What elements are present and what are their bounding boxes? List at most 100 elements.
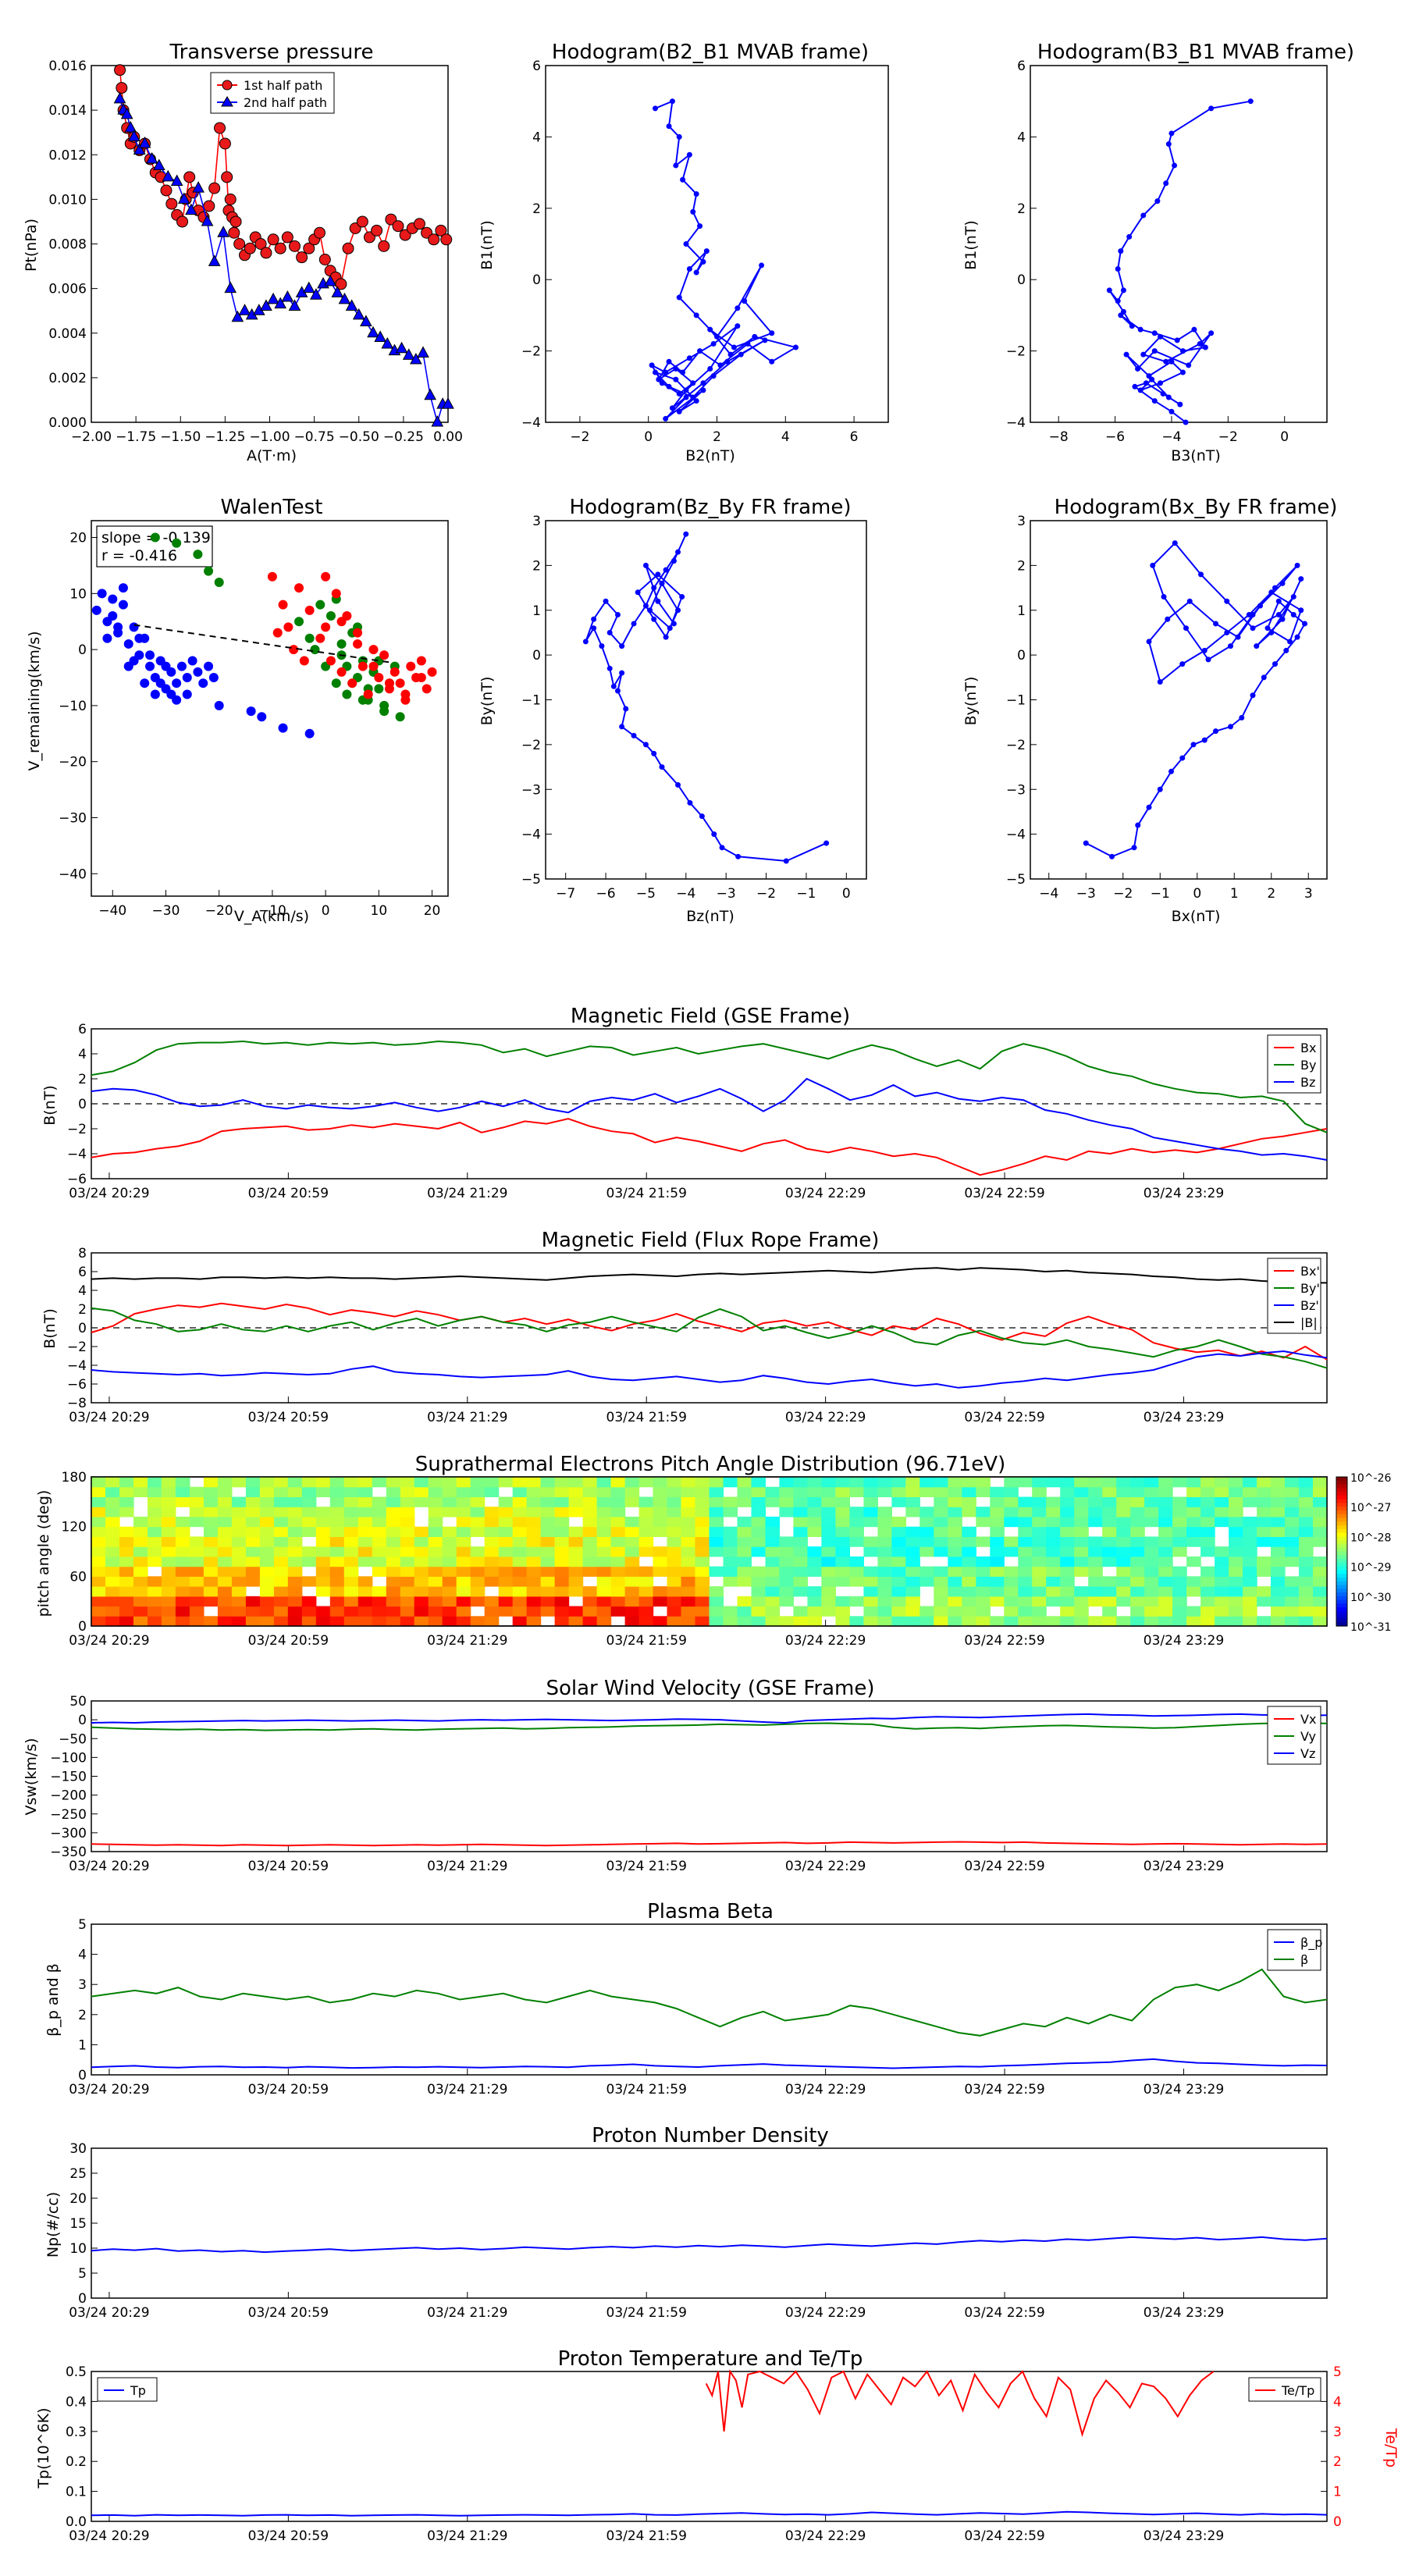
- pad-heatmap-cell: [863, 1507, 878, 1517]
- pad-heatmap-cell: [343, 1496, 359, 1507]
- pad-heatmap-cell: [1172, 1606, 1187, 1617]
- pad-heatmap-cell: [442, 1477, 457, 1488]
- pt-circle-marker: [203, 200, 215, 212]
- pad-heatmap-cell: [1257, 1556, 1272, 1567]
- pad-heatmap-cell: [624, 1576, 640, 1587]
- pad-heatmap-cell: [667, 1616, 682, 1627]
- pad-heatmap-cell: [301, 1576, 317, 1587]
- pad-heatmap-cell: [273, 1566, 289, 1577]
- tp-ytick-label: 5: [1333, 2364, 1342, 2380]
- tp-xtick-label: 03/24 21:59: [606, 2528, 687, 2544]
- pad-heatmap-cell: [554, 1477, 570, 1488]
- tp-xtick-label: 03/24 23:29: [1144, 2528, 1224, 2544]
- pad-heatmap-cell: [1102, 1516, 1117, 1528]
- pad-heatmap-cell: [624, 1616, 640, 1627]
- pad-heatmap-cell: [1257, 1616, 1272, 1627]
- pad-heatmap-cell: [765, 1496, 781, 1507]
- beta-ytick-label: 4: [78, 1948, 87, 1963]
- pad-heatmap-cell: [1130, 1507, 1145, 1517]
- pad-heatmap-cell: [1158, 1606, 1173, 1617]
- pad-heatmap-cell: [793, 1546, 808, 1557]
- pad-heatmap-cell: [638, 1616, 654, 1627]
- pad-colorbar-segment: [1336, 1622, 1347, 1627]
- pad-heatmap-cell: [695, 1586, 710, 1597]
- pad-heatmap-cell: [1215, 1596, 1229, 1607]
- h3-hodogram-point: [591, 616, 597, 622]
- pad-heatmap-cell: [667, 1566, 682, 1577]
- mf_gse-xtick-label: 03/24 22:59: [964, 1186, 1044, 1201]
- pad-heatmap-cell: [849, 1616, 864, 1627]
- pad-heatmap-cell: [990, 1516, 1005, 1528]
- h2-xlabel: B3(nT): [1171, 447, 1221, 464]
- np-ytick-label: 10: [69, 2241, 87, 2257]
- pad-heatmap-cell: [133, 1596, 148, 1607]
- pad-heatmap-cell: [695, 1596, 710, 1607]
- pad-heatmap-cell: [835, 1546, 850, 1557]
- pad-heatmap-cell: [976, 1566, 991, 1577]
- pad-heatmap-cell: [990, 1536, 1005, 1547]
- h4-hodogram-point: [1213, 621, 1218, 627]
- pad-heatmap-cell: [1257, 1486, 1272, 1497]
- pad-heatmap-cell: [343, 1526, 359, 1537]
- pad-heatmap-cell: [456, 1526, 471, 1537]
- pad-heatmap-cell: [962, 1526, 976, 1537]
- h1-hodogram-point: [676, 390, 682, 397]
- h3-hodogram-point: [591, 625, 597, 632]
- pad-heatmap-cell: [1060, 1616, 1075, 1627]
- pad-heatmap-cell: [372, 1526, 387, 1537]
- pad-colorbar-segment: [1336, 1480, 1347, 1485]
- pad-heatmap-cell: [1116, 1576, 1131, 1587]
- h4-plot-frame: [1030, 520, 1328, 880]
- vsw-ytick-label: −50: [59, 1731, 87, 1747]
- pad-heatmap-cell: [245, 1606, 261, 1617]
- pad-heatmap-cell: [470, 1576, 486, 1587]
- pad-heatmap-cell: [1158, 1496, 1173, 1507]
- pad-heatmap-cell: [231, 1496, 247, 1507]
- pad-heatmap-cell: [849, 1507, 864, 1517]
- pt-ytick-label: 0.008: [48, 237, 87, 253]
- pad-heatmap-cell: [1032, 1496, 1047, 1507]
- h2-hodogram-point: [1129, 323, 1135, 329]
- pad-heatmap-cell: [273, 1556, 289, 1567]
- pad-heatmap-cell: [259, 1606, 275, 1617]
- pad-heatmap-cell: [442, 1507, 457, 1517]
- h2-hodogram-point: [1143, 380, 1149, 386]
- h1-ytick-label: −2: [521, 344, 541, 360]
- pad-heatmap-cell: [133, 1606, 148, 1617]
- vsw-legend-label: Vx: [1300, 1712, 1316, 1727]
- pad-heatmap-cell: [863, 1606, 878, 1617]
- pad-heatmap-cell: [681, 1616, 696, 1627]
- pad-heatmap-cell: [807, 1526, 822, 1537]
- h1-hodogram-point: [738, 351, 744, 358]
- pad-heatmap-cell: [863, 1596, 878, 1607]
- pad-heatmap-cell: [990, 1616, 1005, 1627]
- walen-ytick-label: −40: [59, 866, 87, 882]
- pad-heatmap-cell: [1215, 1496, 1229, 1507]
- tp-title: Proton Temperature and Te/Tp: [558, 2347, 863, 2371]
- pad-heatmap-cell: [849, 1526, 864, 1537]
- pad-heatmap-cell: [357, 1586, 373, 1597]
- pad-heatmap-cell: [582, 1496, 598, 1507]
- h1-hodogram-point: [735, 323, 741, 329]
- pad-heatmap-cell: [217, 1546, 233, 1557]
- mf_fr-xtick-label: 03/24 21:59: [606, 1410, 687, 1425]
- pad-colorbar-segment: [1336, 1614, 1347, 1620]
- pad-heatmap-cell: [91, 1596, 106, 1607]
- pad-heatmap-cell: [1004, 1507, 1019, 1517]
- pad-heatmap-cell: [891, 1496, 906, 1507]
- pad-heatmap-cell: [596, 1526, 612, 1537]
- pad-heatmap-cell: [596, 1606, 612, 1617]
- pad-heatmap-cell: [681, 1477, 696, 1488]
- pad-heatmap-cell: [1102, 1606, 1117, 1617]
- pad-colorbar-label: 10^-30: [1350, 1592, 1391, 1604]
- pad-heatmap-cell: [737, 1606, 752, 1617]
- mf_fr-ytick-label: 0: [78, 1321, 87, 1336]
- pad-heatmap-cell: [948, 1566, 962, 1577]
- pad-heatmap-cell: [821, 1496, 836, 1507]
- pad-heatmap-cell: [1060, 1566, 1075, 1577]
- pad-heatmap-cell: [329, 1486, 345, 1497]
- h1-hodogram-point: [676, 408, 682, 415]
- walen-point-blue: [145, 661, 155, 671]
- pad-heatmap-cell: [596, 1516, 612, 1528]
- walen-point-blue: [134, 633, 144, 643]
